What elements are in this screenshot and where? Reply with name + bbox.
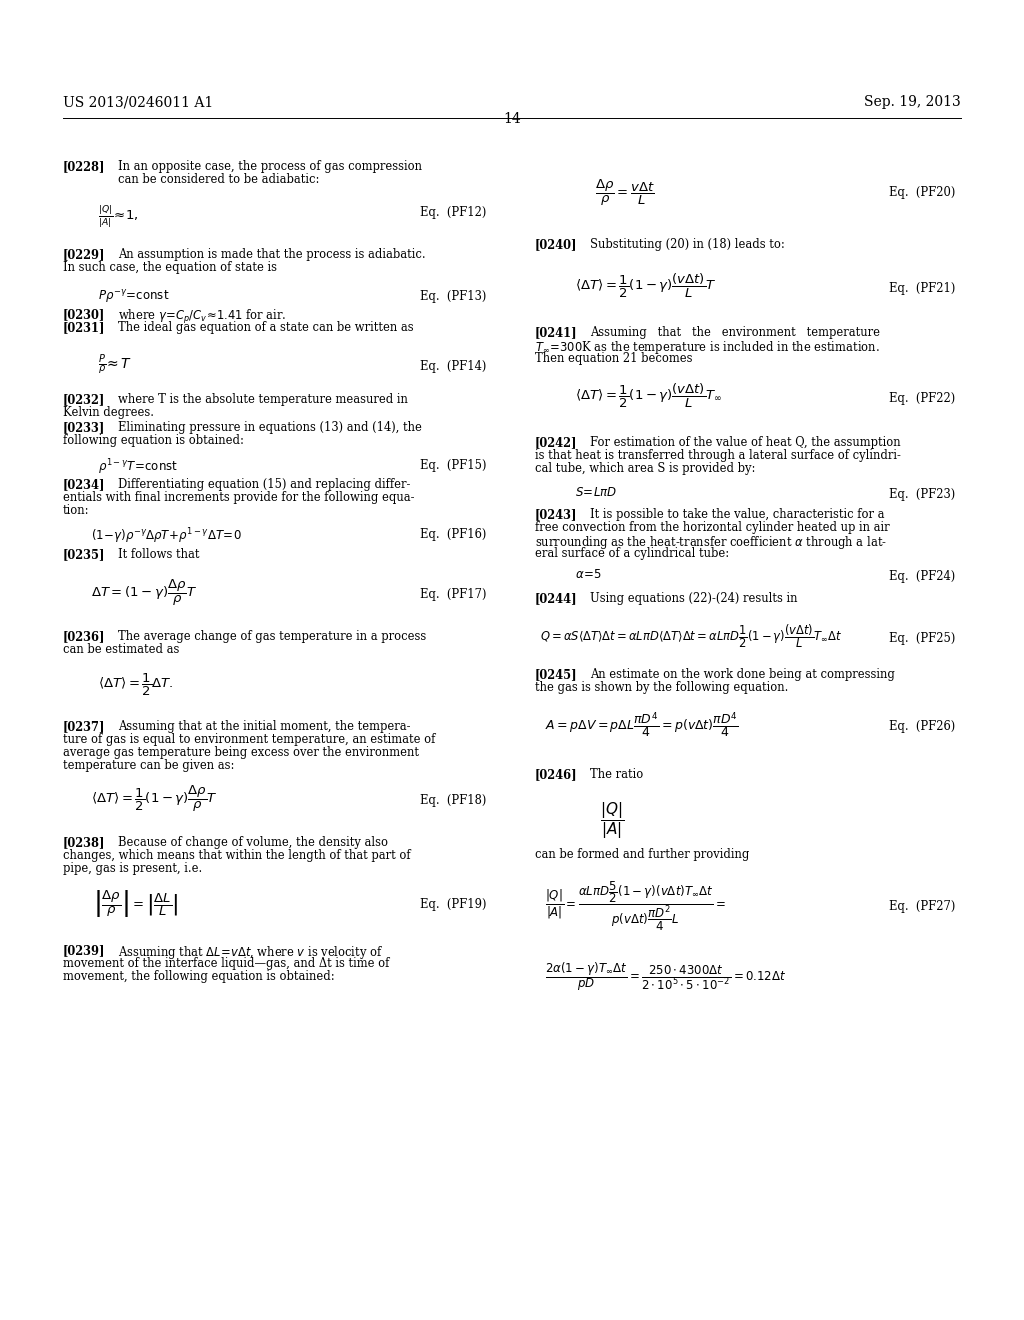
Text: $\frac{P}{\rho}\!\approx T$: $\frac{P}{\rho}\!\approx T$ [98, 352, 132, 376]
Text: Eq.  (PF17): Eq. (PF17) [420, 587, 486, 601]
Text: tion:: tion: [63, 504, 89, 517]
Text: [0239]: [0239] [63, 944, 105, 957]
Text: $S\!=\!L\pi D$: $S\!=\!L\pi D$ [575, 486, 617, 499]
Text: $\alpha\!=\!5$: $\alpha\!=\!5$ [575, 568, 602, 581]
Text: temperature can be given as:: temperature can be given as: [63, 759, 234, 772]
Text: Substituting (20) in (18) leads to:: Substituting (20) in (18) leads to: [590, 238, 784, 251]
Text: [0240]: [0240] [535, 238, 578, 251]
Text: Assuming that $\Delta L\!=\!v\Delta t$, where $v$ is velocity of: Assuming that $\Delta L\!=\!v\Delta t$, … [118, 944, 383, 961]
Text: Eq.  (PF21): Eq. (PF21) [889, 282, 955, 294]
Text: $\langle\Delta T\rangle = \dfrac{1}{2}\Delta T.$: $\langle\Delta T\rangle = \dfrac{1}{2}\D… [98, 672, 174, 698]
Text: Sep. 19, 2013: Sep. 19, 2013 [864, 95, 961, 110]
Text: [0229]: [0229] [63, 248, 105, 261]
Text: $\Delta T = (1-\gamma)\dfrac{\Delta\rho}{\rho}T$: $\Delta T = (1-\gamma)\dfrac{\Delta\rho}… [91, 578, 198, 609]
Text: can be considered to be adiabatic:: can be considered to be adiabatic: [118, 173, 319, 186]
Text: $Q = \alpha S\langle\Delta T\rangle\Delta t = \alpha L\pi D\langle\Delta T\rangl: $Q = \alpha S\langle\Delta T\rangle\Delt… [540, 622, 843, 649]
Text: eral surface of a cylindrical tube:: eral surface of a cylindrical tube: [535, 546, 729, 560]
Text: [0233]: [0233] [63, 421, 105, 434]
Text: [0244]: [0244] [535, 591, 578, 605]
Text: Eq.  (PF20): Eq. (PF20) [889, 186, 955, 199]
Text: pipe, gas is present, i.e.: pipe, gas is present, i.e. [63, 862, 203, 875]
Text: Eq.  (PF24): Eq. (PF24) [889, 570, 955, 583]
Text: The ratio: The ratio [590, 768, 643, 781]
Text: ture of gas is equal to environment temperature, an estimate of: ture of gas is equal to environment temp… [63, 733, 435, 746]
Text: Eq.  (PF12): Eq. (PF12) [420, 206, 486, 219]
Text: is that heat is transferred through a lateral surface of cylindri-: is that heat is transferred through a la… [535, 449, 901, 462]
Text: Eq.  (PF23): Eq. (PF23) [889, 488, 955, 502]
Text: Eq.  (PF19): Eq. (PF19) [420, 898, 486, 911]
Text: $(1\!-\!\gamma)\rho^{-\gamma}\Delta\rho T\!+\!\rho^{1-\gamma}\Delta T\!=\!0$: $(1\!-\!\gamma)\rho^{-\gamma}\Delta\rho … [91, 525, 242, 545]
Text: surrounding as the heat-transfer coefficient $\alpha$ through a lat-: surrounding as the heat-transfer coeffic… [535, 535, 887, 550]
Text: [0231]: [0231] [63, 321, 105, 334]
Text: Eq.  (PF14): Eq. (PF14) [420, 360, 486, 374]
Text: the gas is shown by the following equation.: the gas is shown by the following equati… [535, 681, 788, 694]
Text: $\langle\Delta T\rangle = \dfrac{1}{2}(1-\gamma)\dfrac{\Delta\rho}{\rho}T$: $\langle\Delta T\rangle = \dfrac{1}{2}(1… [91, 784, 218, 814]
Text: Eq.  (PF18): Eq. (PF18) [420, 795, 486, 807]
Text: Eq.  (PF25): Eq. (PF25) [889, 632, 955, 645]
Text: where $\gamma\!=\!C_p/C_v\!\approx\!1.41$ for air.: where $\gamma\!=\!C_p/C_v\!\approx\!1.41… [118, 308, 287, 326]
Text: It is possible to take the value, characteristic for a: It is possible to take the value, charac… [590, 508, 885, 521]
Text: Eq.  (PF27): Eq. (PF27) [889, 900, 955, 913]
Text: $A = p\Delta V = p\Delta L\dfrac{\pi D^4}{4} = p(v\Delta t)\dfrac{\pi D^4}{4}$: $A = p\Delta V = p\Delta L\dfrac{\pi D^4… [545, 710, 738, 739]
Text: Because of change of volume, the density also: Because of change of volume, the density… [118, 836, 388, 849]
Text: $\dfrac{|Q|}{|A|} = \dfrac{\alpha L\pi D\dfrac{5}{2}(1-\gamma)(v\Delta t)T_\inft: $\dfrac{|Q|}{|A|} = \dfrac{\alpha L\pi D… [545, 880, 726, 933]
Text: cal tube, which area S is provided by:: cal tube, which area S is provided by: [535, 462, 756, 475]
Text: It follows that: It follows that [118, 548, 200, 561]
Text: Using equations (22)-(24) results in: Using equations (22)-(24) results in [590, 591, 798, 605]
Text: $\langle\Delta T\rangle = \dfrac{1}{2}(1-\gamma)\dfrac{(v\Delta t)}{L}T$: $\langle\Delta T\rangle = \dfrac{1}{2}(1… [575, 272, 717, 300]
Text: Eq.  (PF16): Eq. (PF16) [420, 528, 486, 541]
Text: Eq.  (PF15): Eq. (PF15) [420, 459, 486, 473]
Text: $\rho^{1-\gamma}T\!=\!\mathrm{const}$: $\rho^{1-\gamma}T\!=\!\mathrm{const}$ [98, 457, 178, 477]
Text: [0246]: [0246] [535, 768, 578, 781]
Text: Eliminating pressure in equations (13) and (14), the: Eliminating pressure in equations (13) a… [118, 421, 422, 434]
Text: changes, which means that within the length of that part of: changes, which means that within the len… [63, 849, 411, 862]
Text: can be estimated as: can be estimated as [63, 643, 179, 656]
Text: where T is the absolute temperature measured in: where T is the absolute temperature meas… [118, 393, 408, 407]
Text: [0234]: [0234] [63, 478, 105, 491]
Text: [0242]: [0242] [535, 436, 578, 449]
Text: movement, the following equation is obtained:: movement, the following equation is obta… [63, 970, 335, 983]
Text: $\dfrac{\Delta\rho}{\rho} = \dfrac{v\Delta t}{L}$: $\dfrac{\Delta\rho}{\rho} = \dfrac{v\Del… [595, 178, 655, 209]
Text: $\langle\Delta T\rangle = \dfrac{1}{2}(1-\gamma)\dfrac{(v\Delta t)}{L}T_\infty$: $\langle\Delta T\rangle = \dfrac{1}{2}(1… [575, 381, 723, 411]
Text: Kelvin degrees.: Kelvin degrees. [63, 407, 154, 418]
Text: [0238]: [0238] [63, 836, 105, 849]
Text: $\dfrac{|Q|}{|A|}$: $\dfrac{|Q|}{|A|}$ [600, 800, 625, 841]
Text: US 2013/0246011 A1: US 2013/0246011 A1 [63, 95, 213, 110]
Text: The ideal gas equation of a state can be written as: The ideal gas equation of a state can be… [118, 321, 414, 334]
Text: can be formed and further providing: can be formed and further providing [535, 847, 750, 861]
Text: $T_\infty\!=\!300$K as the temperature is included in the estimation.: $T_\infty\!=\!300$K as the temperature i… [535, 339, 880, 356]
Text: $\frac{|Q|}{|A|}\!\approx\!1,$: $\frac{|Q|}{|A|}\!\approx\!1,$ [98, 205, 138, 230]
Text: free convection from the horizontal cylinder heated up in air: free convection from the horizontal cyli… [535, 521, 890, 535]
Text: Eq.  (PF22): Eq. (PF22) [889, 392, 955, 405]
Text: [0245]: [0245] [535, 668, 578, 681]
Text: The average change of gas temperature in a process: The average change of gas temperature in… [118, 630, 426, 643]
Text: Differentiating equation (15) and replacing differ-: Differentiating equation (15) and replac… [118, 478, 411, 491]
Text: [0230]: [0230] [63, 308, 105, 321]
Text: [0243]: [0243] [535, 508, 578, 521]
Text: Eq.  (PF13): Eq. (PF13) [420, 290, 486, 304]
Text: [0236]: [0236] [63, 630, 105, 643]
Text: [0241]: [0241] [535, 326, 578, 339]
Text: Eq.  (PF26): Eq. (PF26) [889, 719, 955, 733]
Text: In such case, the equation of state is: In such case, the equation of state is [63, 261, 278, 275]
Text: movement of the interface liquid—gas, and Δt is time of: movement of the interface liquid—gas, an… [63, 957, 389, 970]
Text: 14: 14 [503, 112, 521, 125]
Text: Assuming   that   the   environment   temperature: Assuming that the environment temperatur… [590, 326, 880, 339]
Text: Assuming that at the initial moment, the tempera-: Assuming that at the initial moment, the… [118, 719, 411, 733]
Text: average gas temperature being excess over the environment: average gas temperature being excess ove… [63, 746, 419, 759]
Text: An assumption is made that the process is adiabatic.: An assumption is made that the process i… [118, 248, 426, 261]
Text: $P\rho^{-\gamma}\!=\!\mathrm{const}$: $P\rho^{-\gamma}\!=\!\mathrm{const}$ [98, 288, 169, 305]
Text: In an opposite case, the process of gas compression: In an opposite case, the process of gas … [118, 160, 422, 173]
Text: $\left|\dfrac{\Delta\rho}{\rho}\right| = \left|\dfrac{\Delta L}{L}\right|$: $\left|\dfrac{\Delta\rho}{\rho}\right| =… [93, 888, 178, 919]
Text: entials with final increments provide for the following equa-: entials with final increments provide fo… [63, 491, 415, 504]
Text: $\dfrac{2\alpha(1-\gamma)T_\infty\Delta t}{pD} = \dfrac{250\cdot4300\Delta t}{2\: $\dfrac{2\alpha(1-\gamma)T_\infty\Delta … [545, 960, 786, 993]
Text: For estimation of the value of heat Q, the assumption: For estimation of the value of heat Q, t… [590, 436, 901, 449]
Text: An estimate on the work done being at compressing: An estimate on the work done being at co… [590, 668, 895, 681]
Text: Then equation 21 becomes: Then equation 21 becomes [535, 352, 692, 366]
Text: following equation is obtained:: following equation is obtained: [63, 434, 244, 447]
Text: [0237]: [0237] [63, 719, 105, 733]
Text: [0232]: [0232] [63, 393, 105, 407]
Text: [0235]: [0235] [63, 548, 105, 561]
Text: [0228]: [0228] [63, 160, 105, 173]
